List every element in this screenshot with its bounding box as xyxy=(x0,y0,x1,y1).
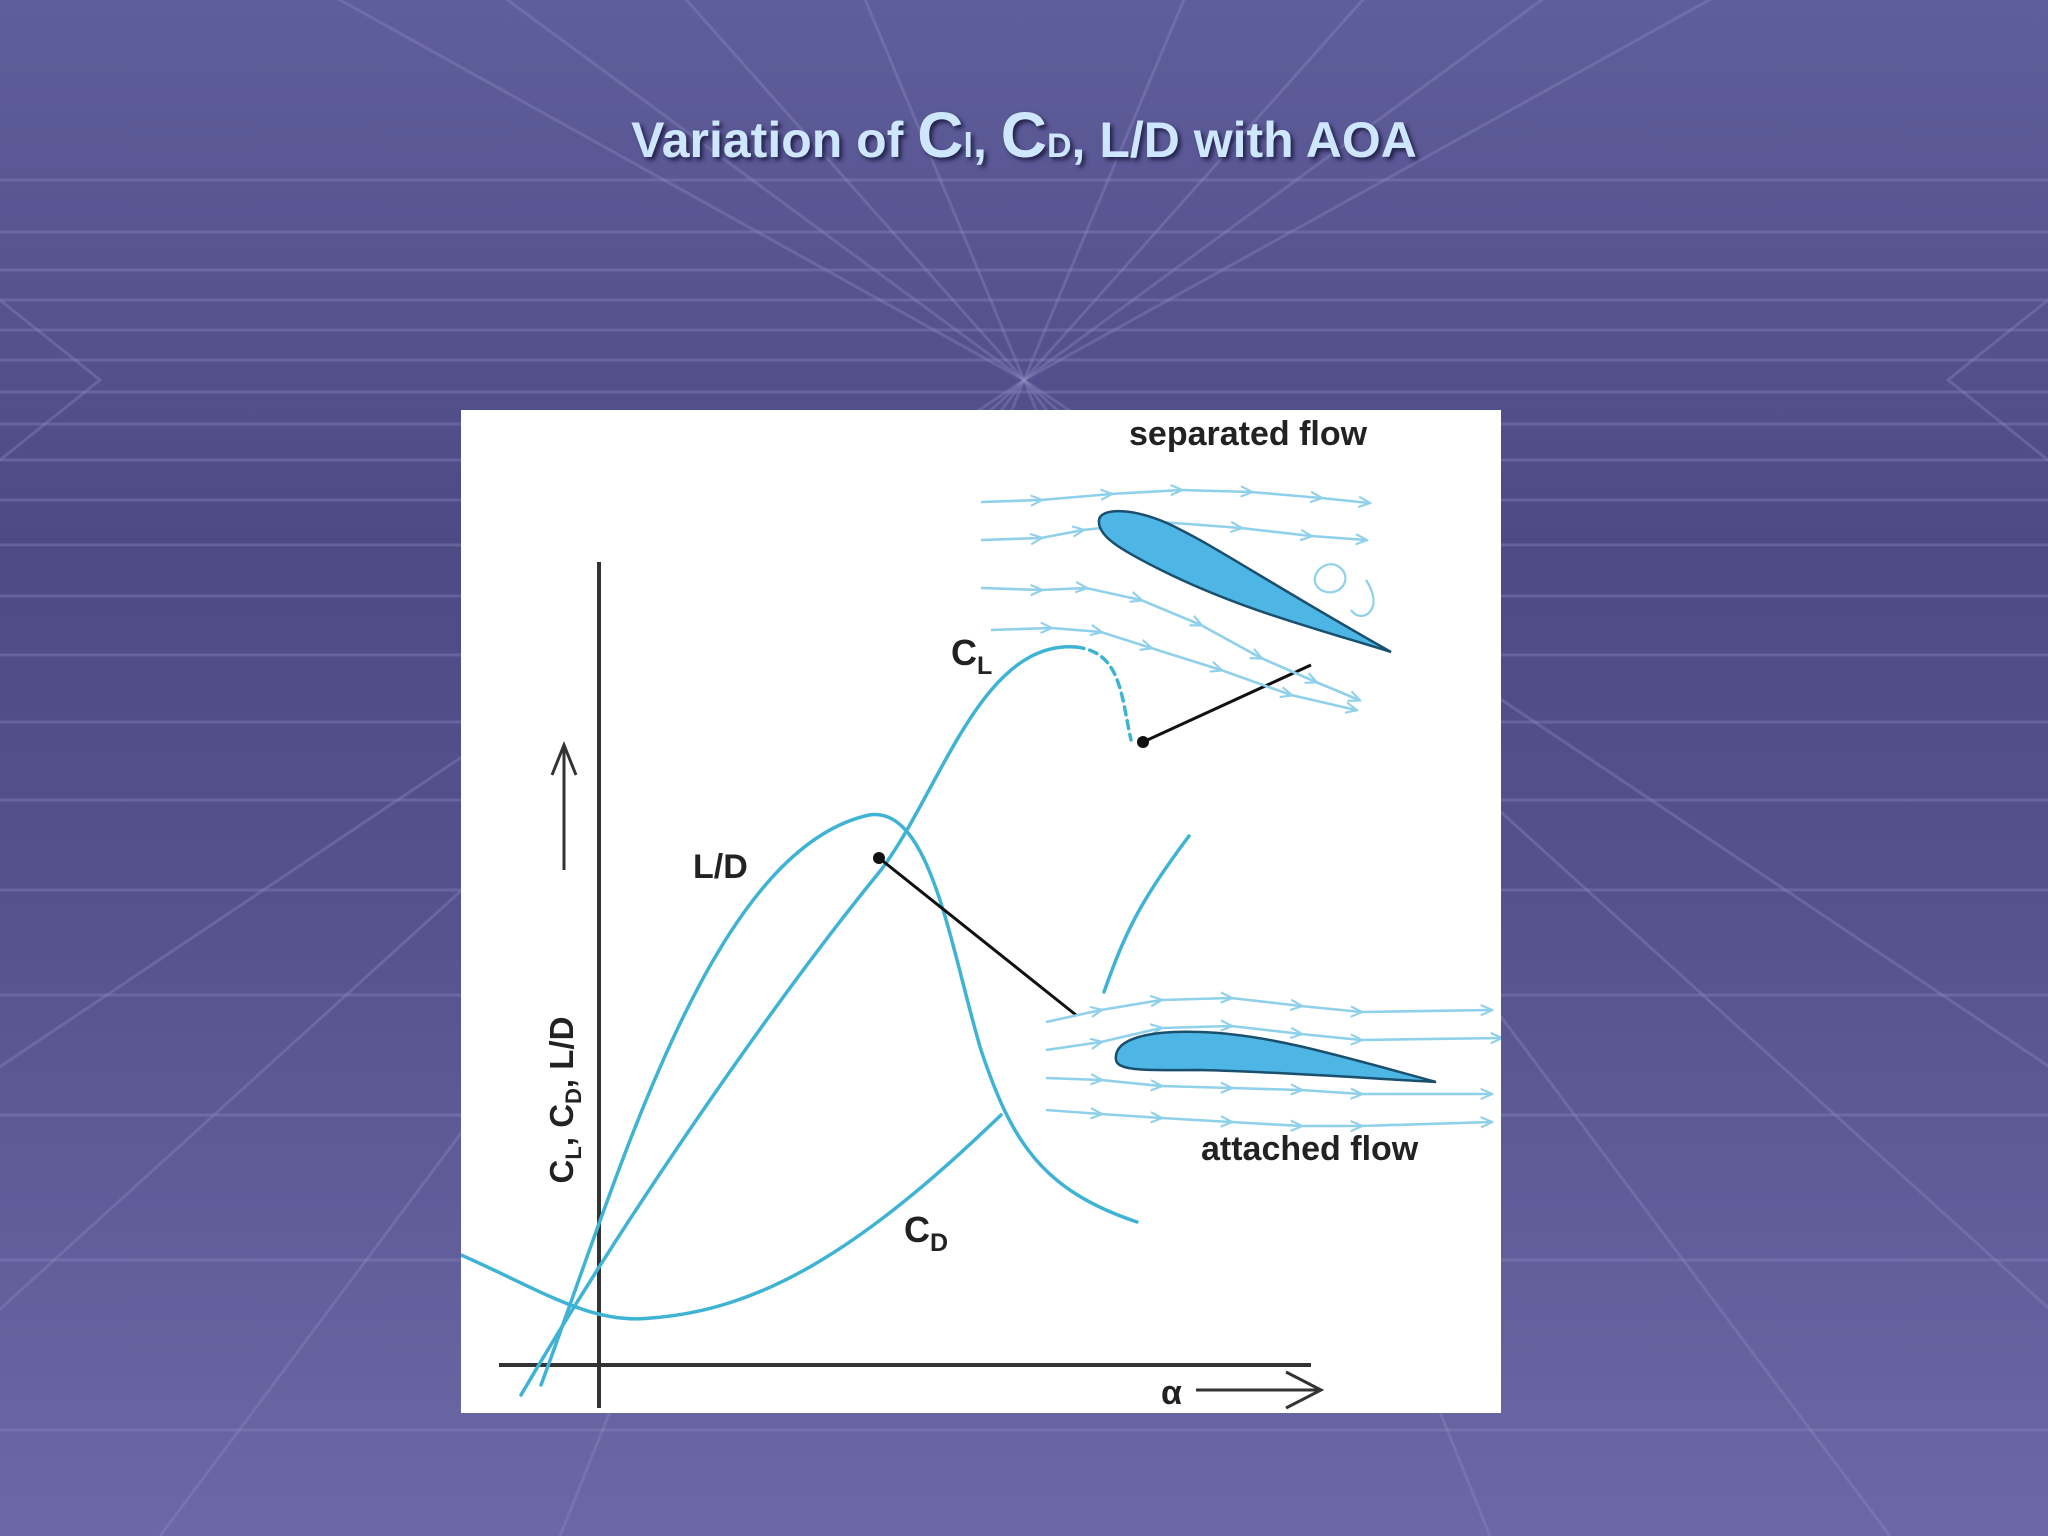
separated-flow-label: separated flow xyxy=(1129,415,1368,453)
title-c-lift: C xyxy=(917,99,964,171)
slide-title: Variation of Cl, CD, L/D with AOA xyxy=(0,98,2048,172)
title-c-drag: C xyxy=(1000,99,1047,171)
title-separator: , xyxy=(972,112,1001,168)
ld-curve-label: L/D xyxy=(693,848,748,886)
attached-airfoil xyxy=(1114,1030,1437,1084)
title-text-1: Variation of xyxy=(631,112,918,168)
y-axis-arrow xyxy=(550,740,578,870)
cl-curve-label: CL xyxy=(951,632,992,680)
y-axis-label: CL, CD, L/D xyxy=(543,1017,586,1184)
x-axis-label: α xyxy=(1161,1374,1182,1412)
separated-flow-illustration: separated flow xyxy=(980,415,1392,710)
aerodynamic-curves-figure: α CL, CD, L/D CL L/D CD xyxy=(461,415,1501,1412)
title-c-lift-subscript: l xyxy=(963,127,973,165)
x-axis-arrow xyxy=(1196,1370,1325,1410)
drag-coefficient-curve xyxy=(461,1113,1003,1321)
title-c-drag-subscript: D xyxy=(1046,127,1072,165)
lift-to-drag-curve xyxy=(539,812,1139,1387)
figure-panel: α CL, CD, L/D CL L/D CD xyxy=(461,410,1501,1413)
drag-coefficient-continuation xyxy=(1102,834,1191,994)
lift-coefficient-stall-dashed xyxy=(1074,645,1133,742)
title-text-2: , L/D with AOA xyxy=(1071,112,1417,168)
attached-flow-leader xyxy=(873,852,1077,1017)
cd-curve-label: CD xyxy=(904,1209,948,1257)
attached-flow-illustration: attached flow xyxy=(1045,998,1501,1168)
separated-flow-leader xyxy=(1137,663,1312,748)
y-axis-label-group: CL, CD, L/D xyxy=(543,1017,586,1184)
attached-flow-label: attached flow xyxy=(1201,1130,1419,1168)
separated-airfoil xyxy=(1097,509,1392,654)
lift-coefficient-curve xyxy=(519,645,1078,1397)
